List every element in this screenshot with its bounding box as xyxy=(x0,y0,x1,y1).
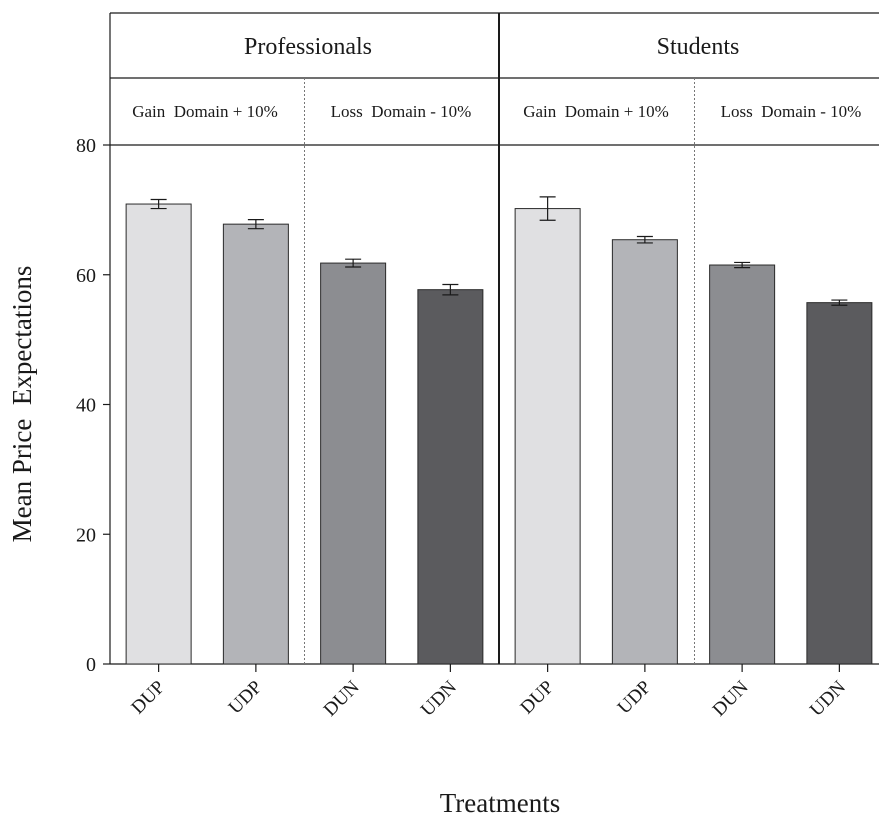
domain-label-professionals-gain: Gain Domain + 10% xyxy=(132,102,278,121)
bar-udp xyxy=(611,239,678,665)
bars-layer xyxy=(125,203,873,665)
bar-dup xyxy=(514,208,581,665)
panel-title-professionals: Professionals xyxy=(244,34,372,60)
y-tick-label: 0 xyxy=(86,654,96,676)
domain-label-professionals-loss: Loss Domain - 10% xyxy=(331,102,472,121)
bar-udn xyxy=(417,289,484,665)
domain-label-students-gain: Gain Domain + 10% xyxy=(523,102,669,121)
error-bars-layer xyxy=(150,196,848,306)
panel-title-students: Students xyxy=(657,34,740,60)
x-tick-label: DUN xyxy=(709,676,753,720)
x-axis-labels: DUP UDP DUN UDN DUP UDP DUN UDN xyxy=(127,664,850,721)
x-tick-label: DUP xyxy=(516,677,558,719)
y-tick-label: 20 xyxy=(76,524,96,546)
bar-dup xyxy=(125,203,192,665)
bar-udp xyxy=(222,223,289,665)
domain-label-students-loss: Loss Domain - 10% xyxy=(721,102,862,121)
y-axis-ticks: 0 20 40 60 80 xyxy=(76,135,110,676)
x-tick-label: UDP xyxy=(225,677,267,719)
x-tick-label: UDN xyxy=(417,676,461,720)
bar-dun xyxy=(320,262,387,665)
x-axis-title: Treatments xyxy=(440,788,561,815)
x-tick-label: DUP xyxy=(127,677,169,719)
y-tick-label: 40 xyxy=(76,395,96,417)
x-tick-label: DUN xyxy=(320,676,364,720)
y-tick-label: 80 xyxy=(76,135,96,157)
bar-udn xyxy=(806,302,873,665)
y-tick-label: 60 xyxy=(76,265,96,287)
y-axis-title: Mean Price Expectations xyxy=(7,266,37,543)
bar-dun xyxy=(709,264,776,665)
x-tick-label: UDN xyxy=(806,676,850,720)
x-tick-label: UDP xyxy=(614,677,656,719)
